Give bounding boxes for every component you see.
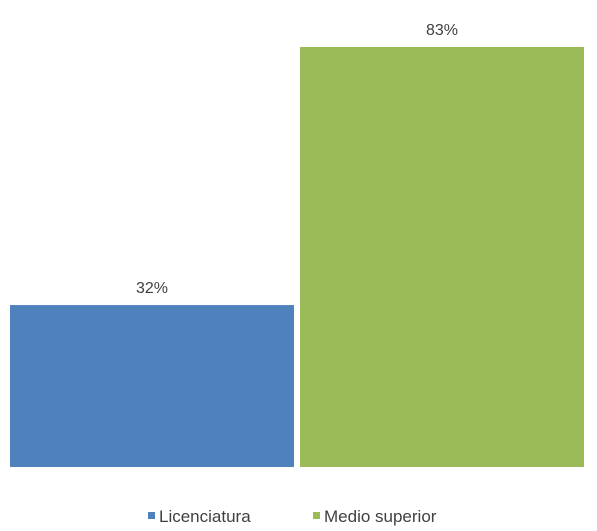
- legend-swatch-licenciatura: [148, 512, 155, 519]
- data-label-licenciatura: 32%: [136, 280, 168, 297]
- data-label-medio-superior: 83%: [426, 22, 458, 39]
- bar-licenciatura: [10, 305, 294, 467]
- bar-medio-superior: [300, 47, 584, 467]
- plot-area: 32% 83%: [10, 22, 584, 467]
- legend: Licenciatura Medio superior: [148, 507, 437, 526]
- legend-label-medio-superior: Medio superior: [324, 507, 437, 526]
- legend-swatch-medio-superior: [313, 512, 320, 519]
- legend-label-licenciatura: Licenciatura: [159, 507, 251, 526]
